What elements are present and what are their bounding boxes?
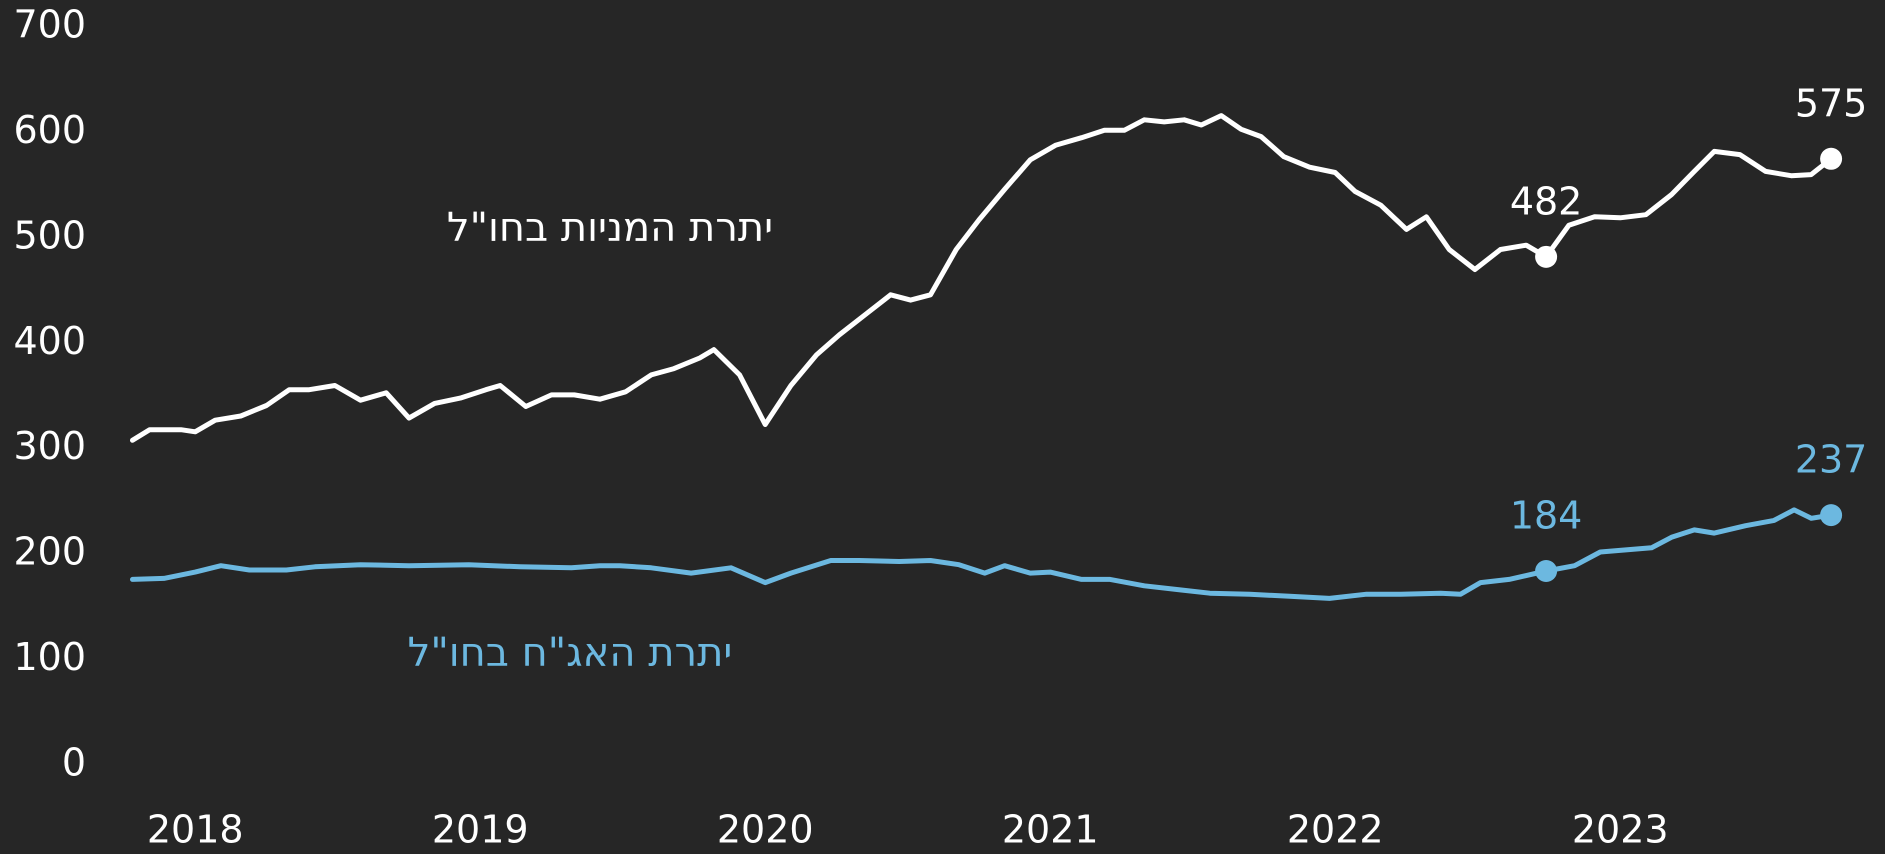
- point-marker: [1820, 504, 1843, 527]
- data-label: 237: [1795, 438, 1868, 482]
- x-tick-label: 2020: [717, 808, 814, 852]
- point-marker: [1535, 245, 1558, 268]
- y-tick-label: 600: [13, 108, 86, 152]
- x-tick-label: 2019: [432, 808, 529, 852]
- series-line: [130, 507, 1834, 601]
- y-tick-label: 100: [13, 635, 86, 679]
- x-tick-label: 2023: [1572, 808, 1669, 852]
- data-label: 184: [1510, 494, 1583, 538]
- x-tick-label: 2022: [1287, 808, 1384, 852]
- y-tick-label: 200: [13, 530, 86, 574]
- data-label: 482: [1510, 179, 1583, 223]
- y-tick-label: 400: [13, 319, 86, 363]
- y-tick-label: 0: [62, 741, 86, 785]
- point-marker: [1820, 147, 1843, 170]
- data-label: 575: [1795, 81, 1868, 125]
- series-line: [130, 113, 1834, 443]
- y-tick-label: 700: [13, 3, 86, 47]
- point-marker: [1535, 560, 1558, 583]
- x-tick-label: 2021: [1002, 808, 1099, 852]
- y-tick-label: 300: [13, 424, 86, 468]
- x-tick-label: 2018: [147, 808, 244, 852]
- y-tick-label: 500: [13, 213, 86, 257]
- series-label: יתרת המניות בחו"ל: [447, 205, 773, 251]
- series-label: יתרת האג"ח בחו"ל: [408, 630, 733, 676]
